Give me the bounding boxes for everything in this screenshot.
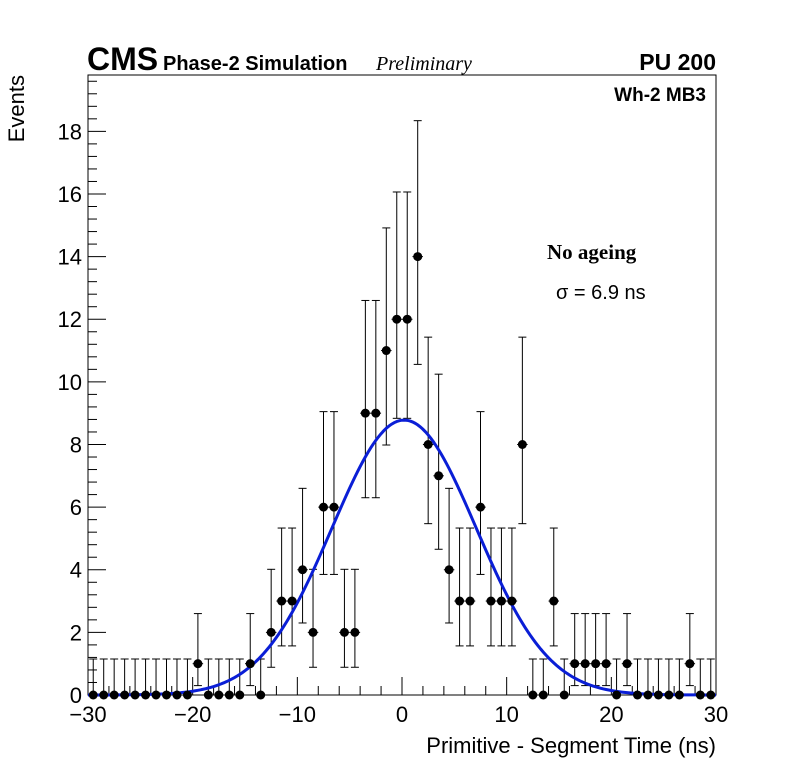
- x-tick-label: 30: [704, 702, 728, 727]
- data-point: [308, 627, 318, 637]
- data-point: [455, 596, 465, 606]
- data-point: [580, 659, 590, 669]
- data-point: [476, 502, 485, 512]
- data-point: [496, 596, 506, 606]
- plot-frame: [87, 74, 717, 696]
- data-point: [203, 690, 213, 700]
- data-point: [319, 502, 328, 512]
- data-point: [465, 596, 475, 606]
- data-point: [141, 690, 151, 700]
- data-point: [664, 690, 674, 700]
- x-tick-label: −30: [69, 702, 106, 727]
- data-point: [235, 690, 245, 700]
- data-point: [182, 690, 192, 700]
- data-point: [109, 690, 119, 700]
- data-point: [371, 408, 381, 418]
- phase2-label: Phase-2 Simulation: [163, 53, 348, 75]
- data-point: [653, 690, 663, 700]
- data-point: [99, 690, 109, 700]
- data-point: [444, 565, 454, 575]
- data-point: [591, 659, 601, 669]
- y-tick-label: 6: [70, 495, 82, 520]
- data-point: [266, 627, 276, 637]
- x-tick-label: 0: [396, 702, 408, 727]
- y-tick-label: 14: [58, 245, 82, 270]
- data-point: [528, 690, 538, 700]
- data-point: [413, 252, 423, 262]
- data-point: [402, 314, 412, 324]
- data-point: [130, 690, 140, 700]
- data-point: [287, 596, 297, 606]
- data-point: [570, 659, 580, 669]
- data-point: [245, 659, 255, 669]
- ageing-label: No ageing: [547, 240, 637, 264]
- y-tick-label: 2: [70, 620, 82, 645]
- preliminary-label: Preliminary: [375, 53, 472, 75]
- data-point: [685, 659, 695, 669]
- data-point: [350, 627, 360, 637]
- y-tick-label: 4: [70, 558, 82, 583]
- data-point: [339, 627, 349, 637]
- error-bars: [88, 120, 716, 696]
- data-point: [517, 439, 527, 449]
- data-point: [633, 690, 642, 700]
- data-point: [706, 690, 716, 700]
- data-point: [622, 659, 632, 669]
- y-tick-label: 16: [58, 182, 82, 207]
- data-point: [559, 690, 569, 700]
- x-axis-ticks: −30 −20 −10 0 10 20 30: [69, 677, 728, 727]
- sigma-label: σ = 6.9 ns: [556, 282, 646, 304]
- data-point: [193, 659, 203, 669]
- data-point: [674, 690, 684, 700]
- data-point: [298, 565, 308, 575]
- data-point: [360, 408, 370, 418]
- data-point: [256, 690, 266, 700]
- data-point: [329, 502, 339, 512]
- data-point: [214, 690, 224, 700]
- data-point: [507, 596, 517, 606]
- data-point: [601, 659, 611, 669]
- y-axis-ticks: 0 2 4 6 8 10 12 14 16 18: [58, 80, 106, 708]
- data-point: [549, 596, 559, 606]
- y-tick-label: 8: [70, 432, 82, 457]
- x-tick-label: −20: [174, 702, 211, 727]
- data-point: [172, 690, 182, 700]
- x-axis-title: Primitive - Segment Time (ns): [426, 733, 716, 758]
- data-point: [162, 690, 171, 700]
- data-point: [381, 346, 391, 356]
- data-point: [120, 690, 130, 700]
- data-point: [434, 471, 444, 481]
- y-tick-label: 12: [58, 307, 82, 332]
- region-label: Wh-2 MB3: [614, 85, 706, 106]
- x-tick-label: 10: [494, 702, 518, 727]
- data-point: [392, 314, 402, 324]
- data-point: [277, 596, 287, 606]
- data-point: [695, 690, 705, 700]
- data-point: [486, 596, 496, 606]
- cms-label: CMS: [87, 41, 158, 77]
- data-point: [538, 690, 548, 700]
- pileup-label: PU 200: [639, 49, 716, 75]
- data-point: [423, 439, 433, 449]
- x-tick-label: 20: [599, 702, 623, 727]
- data-point: [151, 690, 161, 700]
- gaussian-fit-curve: [88, 418, 717, 697]
- data-points: [88, 252, 716, 700]
- data-point: [224, 690, 234, 700]
- y-tick-label: 18: [58, 119, 82, 144]
- y-axis-title: Events: [4, 75, 29, 142]
- data-point: [643, 690, 653, 700]
- data-point: [88, 690, 98, 700]
- data-point: [612, 690, 622, 700]
- y-tick-label: 10: [58, 370, 82, 395]
- x-tick-label: −10: [279, 702, 316, 727]
- y-tick-label: 0: [70, 683, 82, 708]
